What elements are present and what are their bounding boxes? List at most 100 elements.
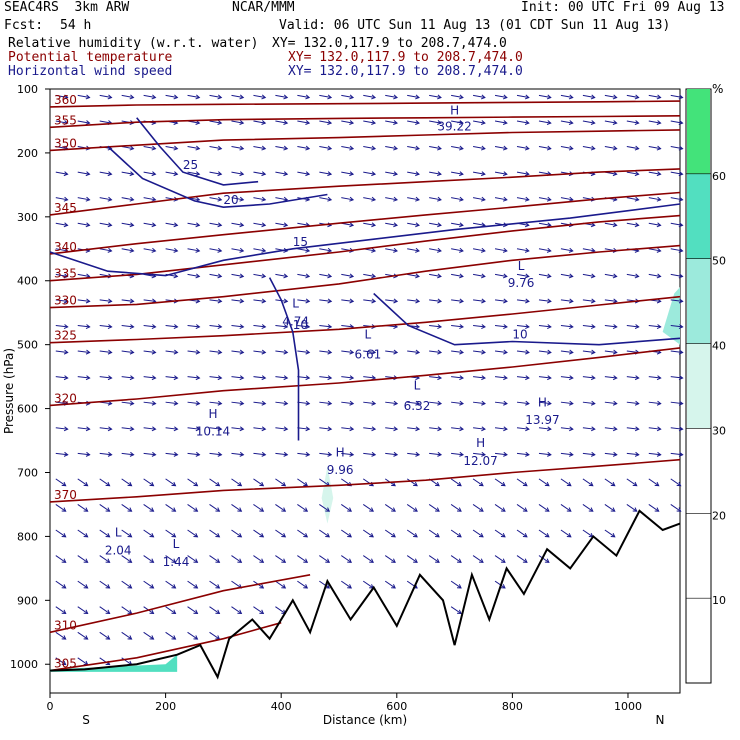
wind-vector-head (239, 349, 245, 355)
wind-vector (99, 504, 110, 512)
wind-vector (77, 529, 88, 538)
wind-vector-head (546, 247, 552, 253)
wind-vector-head (215, 481, 221, 487)
wind-vector (560, 376, 573, 379)
high-low-label: 10.14 (196, 424, 230, 438)
wind-vector (450, 529, 462, 538)
wind-vector-head (217, 451, 223, 457)
wind-vector-head (129, 171, 135, 177)
wind-vector (648, 452, 661, 456)
wind-vector-head (503, 349, 508, 355)
wind-vector-head (239, 400, 245, 406)
wind-vector (209, 504, 220, 512)
wind-vector (319, 427, 332, 430)
wind-vector (450, 478, 462, 487)
theta-contour (49, 458, 681, 503)
terrain-profile (49, 509, 681, 680)
wind-vector (209, 273, 222, 277)
wind-vector-head (480, 171, 486, 177)
wind-vector-head (217, 298, 223, 304)
wind-vector-head (546, 273, 552, 279)
wind-vector (429, 94, 442, 99)
wind-vector-head (327, 324, 333, 330)
wind-vector (429, 120, 442, 124)
x-tick-label: 800 (502, 700, 523, 713)
high-low-label: H (336, 446, 345, 460)
wind-vector-head (547, 426, 552, 432)
wind-vector (275, 171, 288, 175)
wind-vector (341, 555, 352, 563)
wind-vector-head (261, 94, 267, 100)
wind-vector-head (83, 635, 89, 640)
wind-vector (560, 452, 573, 456)
wind-vector-head (173, 273, 179, 279)
high-low-label: L (173, 537, 180, 551)
wind-vector (187, 580, 198, 589)
wind-vector-head (283, 375, 289, 381)
wind-vector-head (173, 145, 179, 151)
wind-vector (231, 146, 244, 150)
wind-vector (538, 248, 551, 252)
wind-vector-head (391, 532, 396, 538)
wind-vector (55, 197, 68, 201)
wind-vector-head (349, 298, 355, 304)
wind-vector (451, 273, 464, 277)
wind-vector-head (393, 426, 399, 432)
wind-vector (582, 529, 594, 538)
wind-vector (297, 529, 308, 538)
wind-vector-head (217, 400, 223, 406)
wind-vector-head (459, 298, 464, 304)
wind-vector-head (612, 426, 618, 432)
wind-vector-head (415, 324, 421, 330)
wind-vector (670, 376, 683, 379)
wind-vector (516, 120, 529, 124)
wind-vector (363, 452, 376, 456)
wind-vector (429, 299, 442, 302)
theta-contour-label: 360 (54, 93, 77, 107)
wind-vector-head (173, 222, 179, 228)
colorbar-tick-label: 30 (712, 424, 726, 437)
wind-vector-head (459, 400, 464, 406)
wind-vector-head (195, 247, 201, 253)
wind-vector-head (129, 247, 135, 253)
wind-vector (121, 171, 134, 175)
wind-vector (407, 120, 420, 124)
wind-vector-head (347, 584, 353, 589)
wind-vector-head (656, 94, 662, 100)
wind-vector-head (568, 273, 574, 279)
wind-vector (77, 555, 88, 563)
wind-vector-head (678, 451, 684, 457)
wind-vector-head (393, 222, 398, 228)
wind-vector-head (437, 426, 443, 432)
wind-vector (648, 171, 661, 175)
wind-vector-head (171, 507, 177, 512)
wind-vector-head (393, 120, 398, 125)
wind-vector-head (217, 349, 223, 355)
wind-vector (121, 606, 132, 614)
wind-vector-head (193, 481, 199, 487)
wind-vector (55, 120, 68, 124)
wind-vector (516, 248, 529, 252)
colorbar-level (687, 343, 710, 429)
x-tick-label: 400 (271, 700, 292, 713)
wind-vector (99, 350, 112, 353)
wind-vector-head (437, 298, 443, 304)
wind-vector (407, 248, 420, 252)
wind-vector (473, 452, 486, 456)
wind-vector-head (151, 94, 157, 100)
wind-vector-head (261, 375, 267, 381)
wind-vector (121, 555, 132, 563)
xy-theta-label: XY= 132.0,117.9 to 208.7,474.0 (288, 50, 523, 65)
wind-contour-label: 10 (293, 318, 308, 332)
wind-vector-head (195, 120, 201, 125)
wind-vector (604, 427, 617, 430)
wind-vector (319, 120, 332, 124)
wind-vector-head (215, 609, 221, 615)
wind-vector (538, 197, 551, 201)
wind-contour-label: 15 (293, 235, 308, 249)
wind-vector (165, 452, 178, 456)
wind-vector (165, 529, 176, 538)
wind-vector-head (61, 507, 67, 512)
wind-vector (55, 222, 68, 226)
